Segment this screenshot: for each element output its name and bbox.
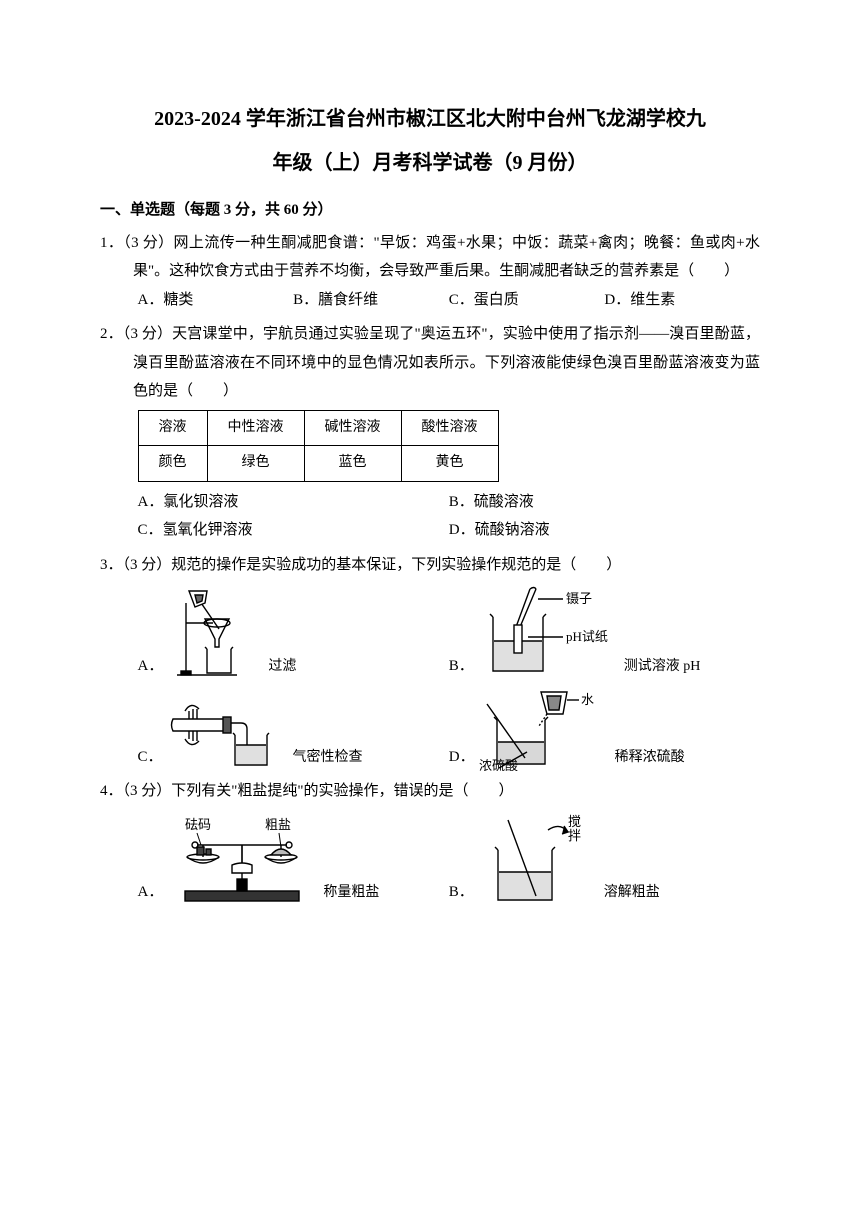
question-4: 4．（3 分）下列有关"粗盐提纯"的实验操作，错误的是（ ） A．	[100, 777, 760, 907]
q2-options: A．氯化钡溶液 B．硫酸溶液 C．氢氧化钾溶液 D．硫酸钠溶液	[100, 488, 760, 545]
q3-stem: 3．（3 分）规范的操作是实验成功的基本保证，下列实验操作规范的是（ ）	[100, 551, 760, 580]
cell: 绿色	[207, 446, 304, 482]
q4-fig-b: B． 搅	[449, 812, 760, 907]
q4-b-letter: B．	[449, 878, 474, 907]
title-main: 2023-2024 学年浙江省台州市椒江区北大附中台州飞龙湖学校九	[100, 100, 760, 138]
question-1: 1．（3 分）网上流传一种生酮减肥食谱："早饭：鸡蛋+水果；中饭：蔬菜+禽肉；晚…	[100, 229, 760, 315]
q2-opt-c: C．氢氧化钾溶液	[138, 516, 449, 545]
q4-b-cap: 溶解粗盐	[604, 880, 660, 907]
tweezers-label: 镊子	[566, 591, 592, 606]
q1-opt-a: A．糖类	[138, 286, 294, 315]
q1-opt-d: D．维生素	[604, 286, 760, 315]
q3-a-cap: 过滤	[268, 654, 296, 681]
cell: 颜色	[138, 446, 207, 482]
q4-stem: 4．（3 分）下列有关"粗盐提纯"的实验操作，错误的是（ ）	[100, 777, 760, 806]
q3-d-letter: D．	[449, 743, 475, 772]
q1-opt-b: B．膳食纤维	[293, 286, 449, 315]
q3-d-cap: 稀释浓硫酸	[615, 745, 685, 772]
stir-label1: 搅	[568, 814, 581, 829]
balance-diagram: 砝码 粗盐	[167, 815, 317, 907]
q4-fig-a: A．	[138, 815, 449, 907]
airtight-diagram	[167, 691, 287, 771]
q1-opt-c: C．蛋白质	[449, 286, 605, 315]
q3-a-letter: A．	[138, 652, 164, 681]
water-label: 水	[581, 692, 594, 707]
q3-fig-d: D．	[449, 686, 760, 771]
salt-label: 粗盐	[265, 817, 291, 832]
q1-options: A．糖类 B．膳食纤维 C．蛋白质 D．维生素	[100, 286, 760, 315]
q2-opt-a: A．氯化钡溶液	[138, 488, 449, 517]
title-sub: 年级（上）月考科学试卷（9 月份）	[100, 144, 760, 182]
q2-opt-b: B．硫酸溶液	[449, 488, 760, 517]
q4-a-letter: A．	[138, 878, 164, 907]
dissolve-diagram: 搅 拌	[478, 812, 598, 907]
q3-b-cap: 测试溶液 pH	[624, 654, 701, 681]
q4-row1: A．	[100, 812, 760, 907]
cell: 黄色	[401, 446, 498, 482]
acid-label: 浓硫酸	[479, 758, 518, 771]
q2-opt-d: D．硫酸钠溶液	[449, 516, 760, 545]
dilute-diagram: 水 浓硫酸	[479, 686, 609, 771]
question-3: 3．（3 分）规范的操作是实验成功的基本保证，下列实验操作规范的是（ ） A．	[100, 551, 760, 772]
cell: 中性溶液	[207, 410, 304, 446]
question-2: 2．（3 分）天宫课堂中，宇航员通过实验呈现了"奥运五环"，实验中使用了指示剂—…	[100, 320, 760, 545]
q3-row2: C．	[100, 686, 760, 771]
q3-fig-a: A．	[138, 585, 449, 680]
weight-label: 砝码	[185, 817, 211, 832]
phpaper-label: pH试纸	[566, 629, 608, 644]
q1-stem: 1．（3 分）网上流传一种生酮减肥食谱："早饭：鸡蛋+水果；中饭：蔬菜+禽肉；晚…	[100, 229, 760, 286]
q3-fig-c: C．	[138, 691, 449, 771]
filter-diagram	[167, 585, 262, 680]
q3-c-cap: 气密性检查	[293, 745, 363, 772]
section-header: 一、单选题（每题 3 分，共 60 分）	[100, 196, 760, 225]
q3-row1: A．	[100, 585, 760, 680]
cell: 溶液	[138, 410, 207, 446]
cell: 酸性溶液	[401, 410, 498, 446]
q3-fig-b: B．	[449, 585, 760, 680]
q4-a-cap: 称量粗盐	[323, 880, 379, 907]
q2-table: 溶液 中性溶液 碱性溶液 酸性溶液 颜色 绿色 蓝色 黄色	[138, 410, 499, 482]
q3-c-letter: C．	[138, 743, 163, 772]
cell: 碱性溶液	[304, 410, 401, 446]
ph-diagram: 镊子 pH试纸	[478, 585, 618, 680]
stir-label2: 拌	[568, 828, 581, 843]
q3-b-letter: B．	[449, 652, 474, 681]
cell: 蓝色	[304, 446, 401, 482]
q2-stem: 2．（3 分）天宫课堂中，宇航员通过实验呈现了"奥运五环"，实验中使用了指示剂—…	[100, 320, 760, 406]
